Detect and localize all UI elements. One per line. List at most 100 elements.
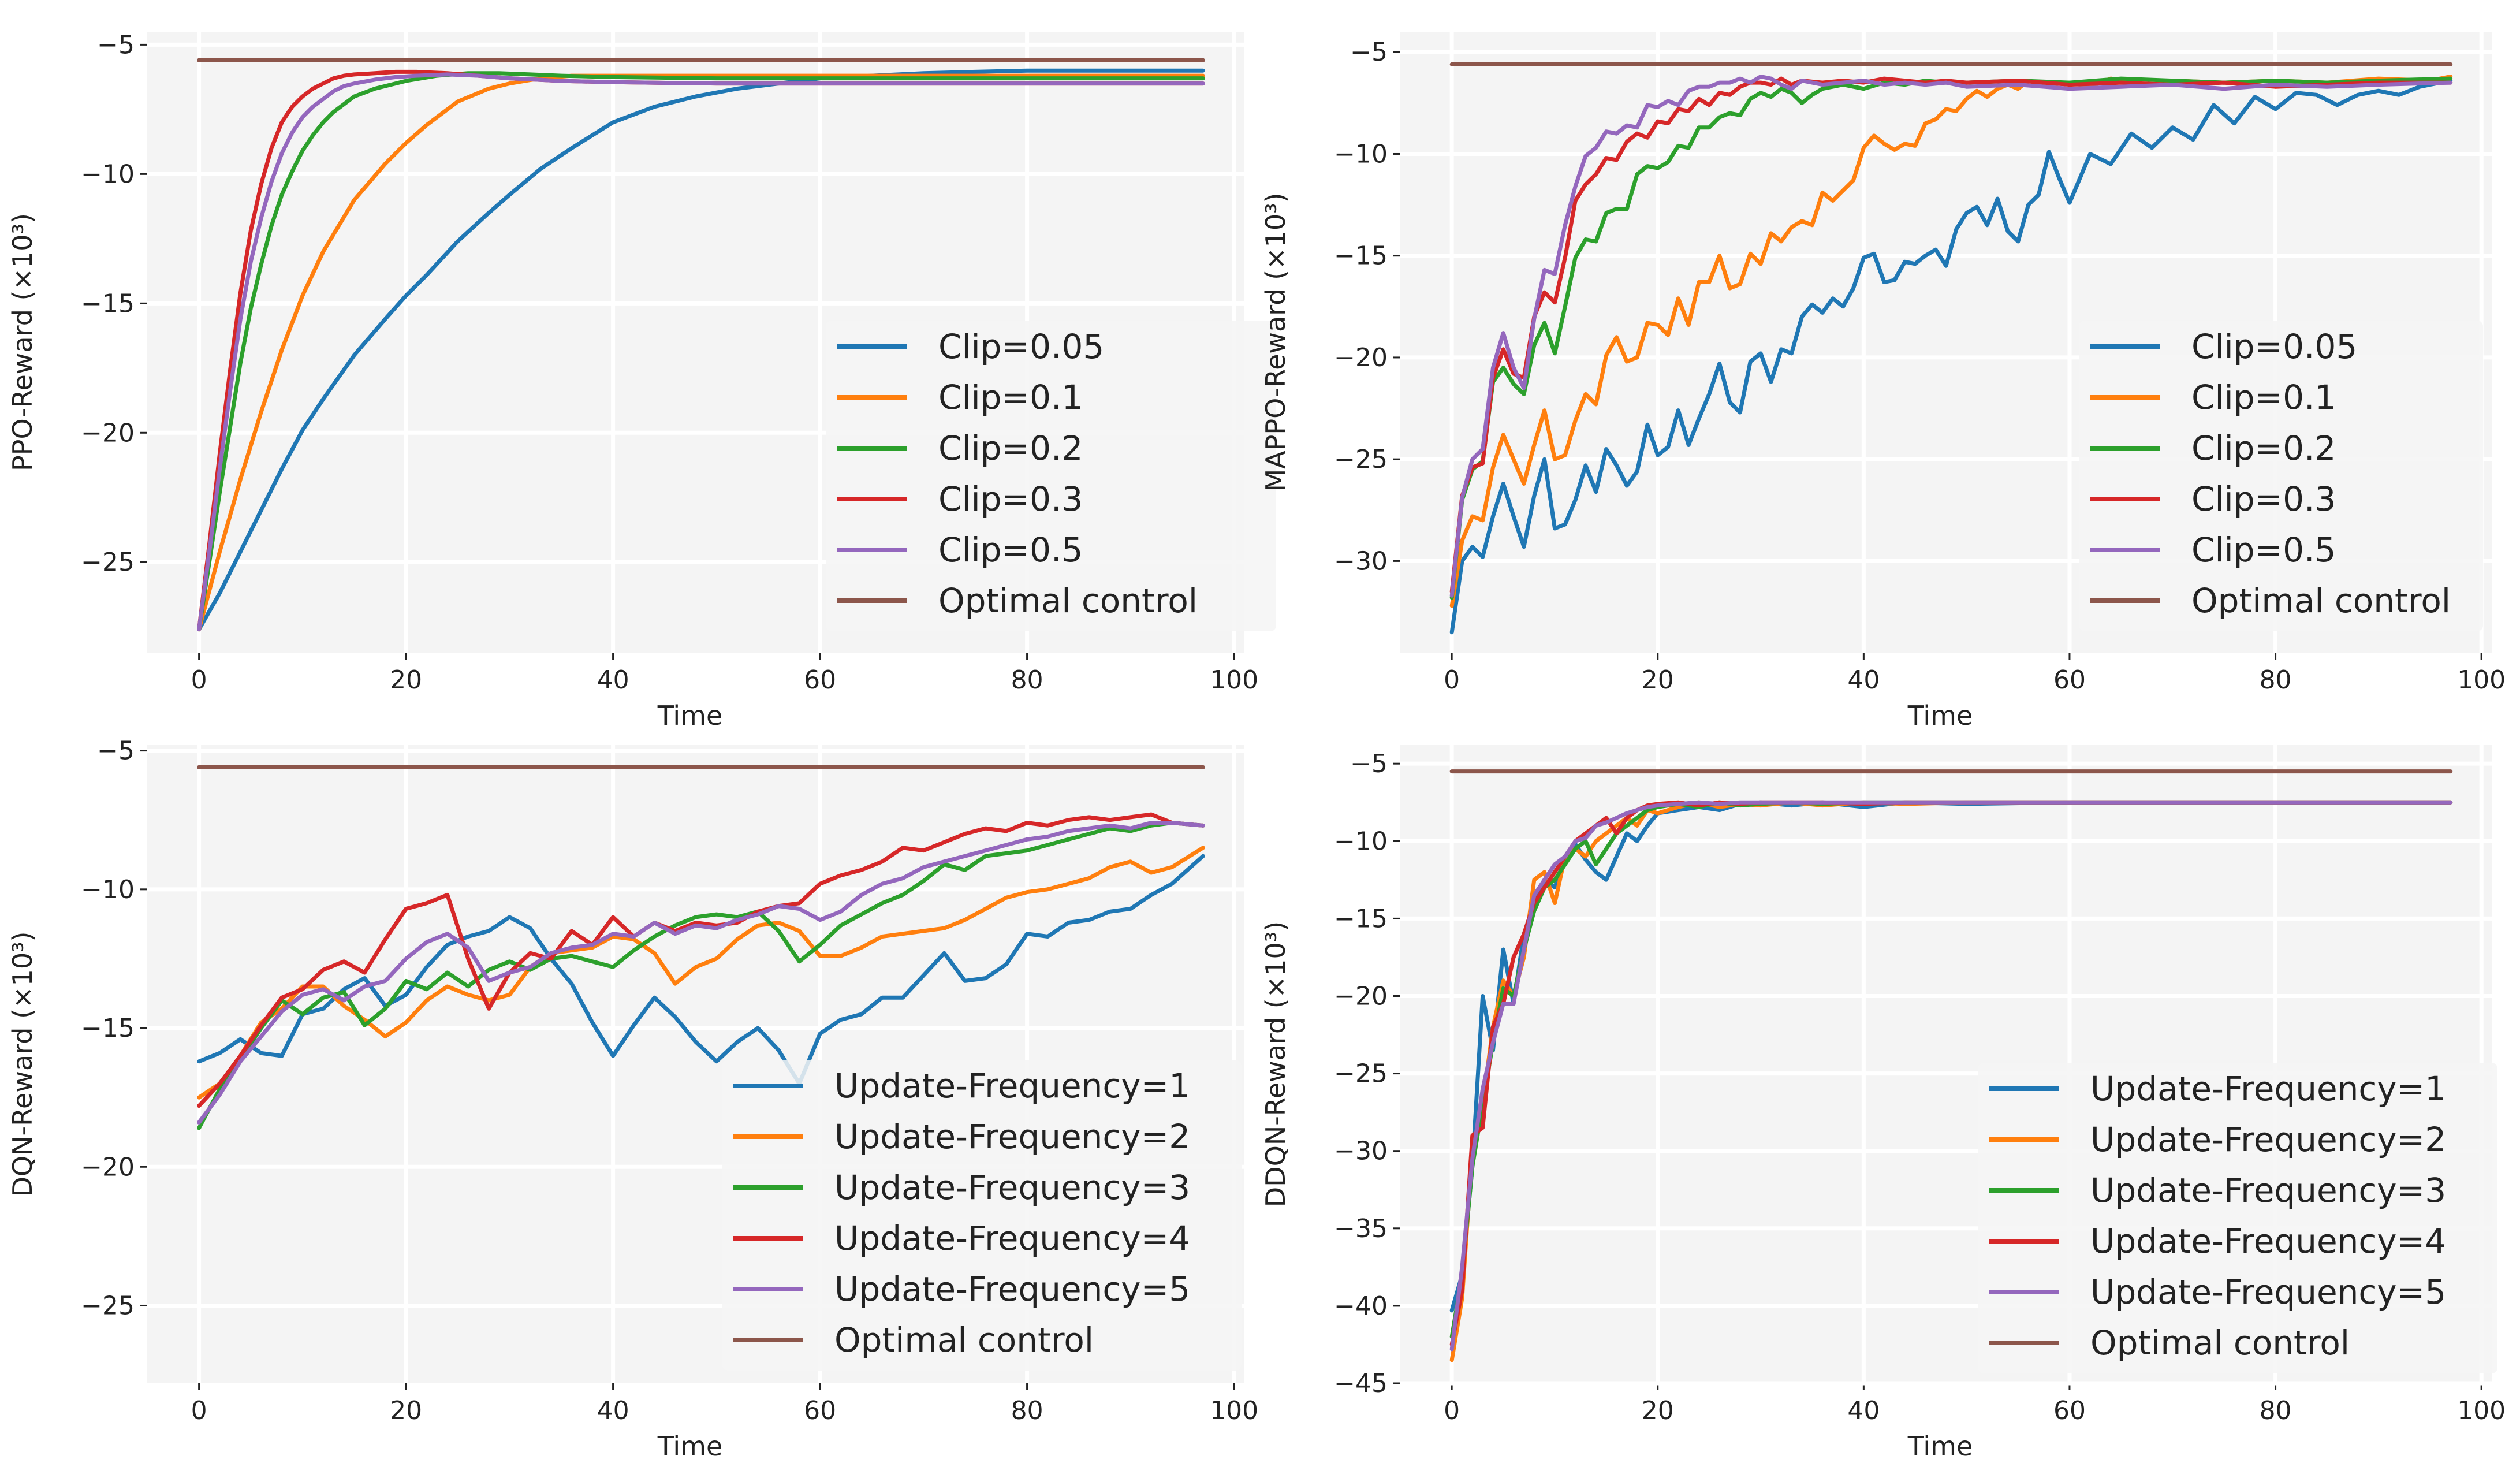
legend-label-update-frequency-4: Update-Frequency=4 [834,1219,1190,1258]
x-tick-label: 40 [1847,1396,1880,1425]
series-line-update-frequency-1 [197,854,1205,1086]
y-tick-label: −10 [1334,139,1388,169]
series-line-clip-0-2 [197,71,1205,632]
y-tick-label: −15 [1334,241,1388,271]
x-tick-label: 0 [1444,665,1460,695]
legend: Clip=0.05 Clip=0.1 Clip=0.2 Clip=0.3 Clip=0.… [826,321,1276,631]
legend: Update-Frequency=1 Update-Frequency=2 Upda… [722,1060,1242,1371]
x-tick-label: 20 [390,1396,422,1425]
y-tick-label: −25 [1334,445,1388,474]
legend-label-clip-0-1: Clip=0.1 [2191,378,2336,417]
y-tick-label: −5 [1350,749,1388,779]
x-tick-label: 0 [191,665,207,695]
series-line-update-frequency-5 [1449,800,2453,1352]
series-line-clip-0-3 [1449,76,2453,594]
legend-label-clip-0-5: Clip=0.5 [2191,530,2336,569]
y-tick-label: −5 [1350,38,1388,67]
legend: Update-Frequency=1 Update-Frequency=2 Upda… [1978,1063,2497,1373]
y-tick-label: −30 [1334,546,1388,576]
legend-label-optimal-control: Optimal control [2090,1323,2350,1362]
x-tick-label: 0 [1444,1396,1460,1425]
y-tick-label: −15 [81,289,135,318]
y-tick-label: −15 [1334,904,1388,933]
series-line-clip-0-5 [1449,75,2453,598]
legend-label-update-frequency-4: Update-Frequency=4 [2090,1222,2446,1261]
legend-label-clip-0-3: Clip=0.3 [2191,479,2336,519]
x-tick-label: 40 [1847,665,1880,695]
y-tick-label: −45 [1334,1369,1388,1398]
x-tick-label: 40 [597,665,629,695]
x-tick-label: 60 [804,1396,836,1425]
series-line-update-frequency-2 [197,846,1205,1100]
x-tick-label: 80 [1011,665,1043,695]
legend-box [722,1060,1242,1371]
legend-label-clip-0-05: Clip=0.05 [938,327,1104,366]
chart-mappo-reward: 0 20 40 60 80 100 −5 −10 −15 −20 −25 −30 Time MAPPO-R… [1260,32,2506,731]
x-axis-title: Time [657,700,723,731]
legend-label-optimal-control: Optimal control [834,1320,1094,1360]
series-line-update-frequency-5 [197,821,1205,1125]
x-tick-label: 0 [191,1396,207,1425]
y-axis-title: PPO-Reward (×10³) [7,213,38,471]
x-tick-label: 100 [1210,665,1258,695]
y-tick-label: −10 [1334,827,1388,856]
x-tick-label: 60 [2053,665,2086,695]
x-axis-title: Time [1907,700,1973,731]
legend-label-update-frequency-3: Update-Frequency=3 [834,1168,1190,1207]
y-tick-label: −10 [81,159,135,189]
y-tick-label: −25 [81,1291,135,1320]
y-tick-label: −35 [1334,1214,1388,1244]
legend-label-optimal-control: Optimal control [2191,581,2451,620]
series-line-clip-0-1 [197,73,1205,632]
legend-label-update-frequency-5: Update-Frequency=5 [2090,1272,2446,1312]
y-tick-label: −20 [81,1152,135,1182]
x-tick-label: 100 [1210,1396,1258,1425]
y-tick-label: −20 [81,418,135,448]
legend-label-clip-0-5: Clip=0.5 [938,530,1083,569]
legend-label-clip-0-05: Clip=0.05 [2191,327,2357,366]
legend-label-clip-0-3: Clip=0.3 [938,479,1083,519]
legend-label-clip-0-2: Clip=0.2 [938,429,1083,468]
y-tick-label: −40 [1334,1291,1388,1321]
x-tick-label: 20 [390,665,422,695]
y-tick-label: −30 [1334,1137,1388,1166]
x-tick-label: 100 [2457,665,2506,695]
x-tick-label: 20 [1642,665,1674,695]
x-tick-label: 80 [2260,665,2292,695]
series-line-clip-0-05 [1449,79,2453,635]
legend-label-update-frequency-3: Update-Frequency=3 [2090,1171,2446,1210]
y-axis-title: DDQN-Reward (×10³) [1260,921,1291,1207]
x-tick-label: 80 [2260,1396,2292,1425]
legend-label-update-frequency-5: Update-Frequency=5 [834,1269,1190,1309]
chart-ppo-reward: 0 20 40 60 80 100 −5 −10 −15 −20 −25 Time PPO-Reward… [7,30,1276,731]
legend-label-clip-0-1: Clip=0.1 [938,378,1083,417]
legend-label-update-frequency-2: Update-Frequency=2 [834,1117,1190,1156]
y-axis-title: DQN-Reward (×10³) [7,932,38,1197]
x-axis-title: Time [657,1431,723,1462]
x-tick-label: 20 [1642,1396,1674,1425]
y-tick-label: −5 [97,30,135,59]
x-tick-label: 60 [2053,1396,2086,1425]
x-axis-title: Time [1907,1431,1973,1462]
y-tick-label: −25 [81,548,135,577]
series-line-update-frequency-4 [197,812,1205,1108]
legend-box [1978,1063,2497,1373]
y-tick-label: −20 [1334,343,1388,373]
x-tick-label: 40 [597,1396,629,1425]
series-line-clip-0-05 [197,68,1205,632]
series-line-clip-0-5 [197,72,1205,632]
legend-label-optimal-control: Optimal control [938,581,1198,620]
y-tick-label: −10 [81,875,135,904]
chart-dqn-reward: 0 20 40 60 80 100 −5 −10 −15 −20 −25 Time DQN-Reward… [7,736,1258,1462]
legend-box [2079,321,2483,631]
y-tick-label: −25 [1334,1059,1388,1089]
chart-ddqn-reward: 0 20 40 60 80 100 −5 −10 −15 −20 −25 −30 −35 −40 −45 Ti… [1260,745,2506,1462]
y-tick-label: −20 [1334,981,1388,1011]
y-tick-label: −5 [97,736,135,766]
legend-label-update-frequency-1: Update-Frequency=1 [2090,1069,2446,1108]
y-tick-label: −15 [81,1014,135,1043]
legend-label-update-frequency-2: Update-Frequency=2 [2090,1120,2446,1159]
series-line-update-frequency-3 [197,821,1205,1130]
legend-label-clip-0-2: Clip=0.2 [2191,429,2336,468]
